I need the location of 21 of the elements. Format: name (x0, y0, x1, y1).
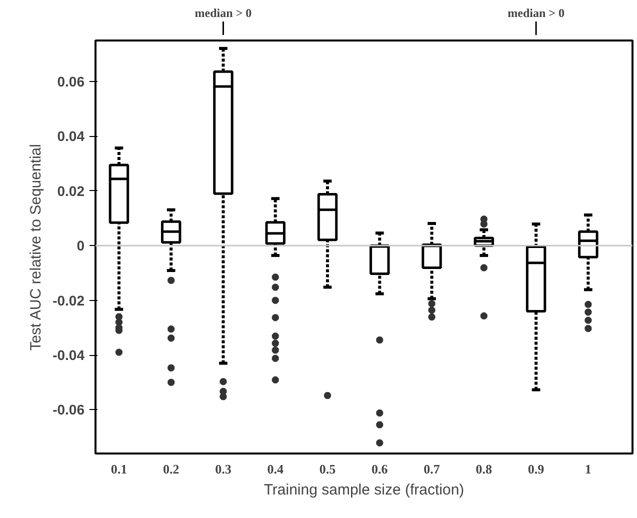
x-tick-label: 0.6 (372, 462, 388, 476)
x-tick-label: 0.2 (162, 462, 180, 476)
x-tick-label: 0.3 (215, 462, 232, 476)
annotation: median > 0 (508, 6, 564, 20)
y-tick-label: -0.04 (52, 347, 85, 364)
y-tick-label: 0 (76, 238, 85, 254)
x-tick-label: 0.9 (528, 462, 545, 476)
x-tick-label: 0.1 (110, 462, 128, 476)
y-axis-title: Test AUC relative to Sequential (28, 144, 45, 351)
x-tick-label: 1 (584, 462, 592, 476)
annotation: median > 0 (194, 6, 252, 20)
y-tick-label: 0.04 (57, 128, 85, 144)
x-tick-label: 0.4 (267, 462, 284, 476)
y-tick-label: 0.06 (57, 74, 85, 90)
x-tick-label: 0.7 (424, 462, 440, 476)
y-tick-label: -0.06 (52, 402, 85, 418)
x-tick-label: 0.5 (319, 462, 336, 476)
x-axis-title: Training sample size (fraction) (264, 482, 464, 498)
y-tick-label: 0.02 (57, 182, 85, 199)
x-tick-label: 0.8 (476, 462, 493, 476)
y-tick-label: -0.02 (52, 292, 85, 308)
